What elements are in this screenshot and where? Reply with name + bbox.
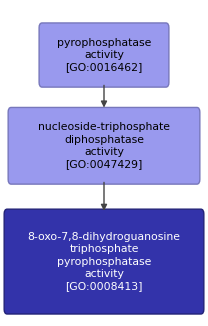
Text: pyrophosphatase
activity
[GO:0016462]: pyrophosphatase activity [GO:0016462] (57, 37, 151, 72)
Text: nucleoside-triphosphate
diphosphatase
activity
[GO:0047429]: nucleoside-triphosphate diphosphatase ac… (38, 122, 170, 170)
FancyBboxPatch shape (4, 209, 204, 314)
FancyBboxPatch shape (39, 23, 169, 87)
FancyBboxPatch shape (8, 108, 200, 184)
Text: 8-oxo-7,8-dihydroguanosine
triphosphate
pyrophosphatase
activity
[GO:0008413]: 8-oxo-7,8-dihydroguanosine triphosphate … (27, 232, 181, 291)
